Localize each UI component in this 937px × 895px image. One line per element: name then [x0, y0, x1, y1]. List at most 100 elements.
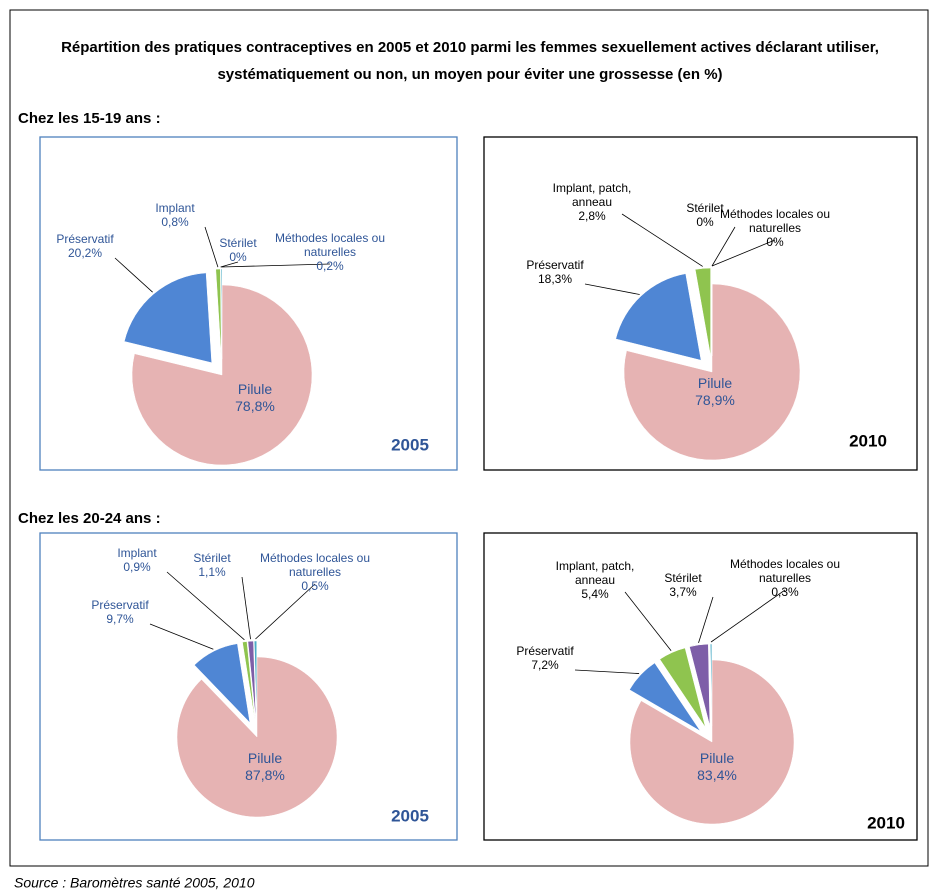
- label-box: Méthodes locales ou naturelles 0,3%: [725, 538, 845, 618]
- pie-slice: [131, 284, 313, 466]
- pie-slice: [215, 268, 222, 360]
- label-box: Stérilet 3,7%: [623, 545, 743, 625]
- leader-line: [149, 623, 214, 650]
- category-label: Préservatif: [526, 258, 584, 272]
- leader-line: [711, 239, 776, 267]
- label-box: Implant 0,9%: [77, 520, 197, 600]
- value-label: 18,3%: [537, 272, 573, 286]
- panel-frame: [483, 136, 918, 471]
- label-box: Méthodes locales ou naturelles 0%: [715, 188, 835, 268]
- pie-slice: [710, 643, 713, 727]
- value-label: 2,8%: [578, 209, 606, 223]
- value-label: 83,4%: [697, 767, 737, 783]
- value-label: 0,5%: [301, 579, 329, 593]
- leader-line: [711, 226, 736, 267]
- category-label: Stérilet: [664, 571, 702, 585]
- label-box: Stérilet 0%: [178, 210, 298, 290]
- panel-frame: [483, 532, 918, 841]
- pie-year: 2005: [391, 435, 429, 454]
- pie-year: 2010: [849, 431, 887, 450]
- pie-slice: [623, 283, 801, 461]
- value-label: 9,7%: [106, 612, 134, 626]
- value-label: 7,2%: [531, 658, 559, 672]
- pie-year: 2005: [391, 806, 429, 825]
- figure-title: Répartition des pratiques contraceptives…: [61, 39, 879, 83]
- value-label: 0%: [766, 235, 784, 249]
- category-label: Implant: [117, 546, 157, 560]
- category-label: Pilule: [247, 750, 283, 766]
- category-label: Préservatif: [56, 232, 114, 246]
- value-label: 0%: [229, 250, 247, 264]
- pie-slice: [629, 662, 701, 732]
- leader-line: [241, 576, 251, 640]
- source-note: Source : Baromètres santé 2005, 2010: [14, 875, 255, 891]
- outer-frame: [9, 9, 929, 867]
- label-box: Implant, patch, anneau 2,8%: [532, 162, 652, 242]
- value-label: 87,8%: [245, 767, 285, 783]
- category-label: Préservatif: [516, 644, 574, 658]
- value-label: 0,2%: [316, 259, 344, 273]
- value-label: 0,8%: [161, 215, 189, 229]
- pie-slice: [123, 272, 212, 364]
- label-box: Méthodes locales ou naturelles 0,5%: [255, 532, 375, 612]
- leader-line: [166, 571, 245, 641]
- label-box: Préservatif 7,2%: [485, 618, 605, 698]
- category-label: Pilule: [237, 381, 273, 397]
- label-box: Implant 0,8%: [115, 175, 235, 255]
- pie-slice: [194, 643, 251, 724]
- pie-slice: [659, 647, 706, 728]
- pie-slice: [247, 640, 257, 722]
- leader-line: [624, 591, 672, 651]
- section-heading: Chez les 15-19 ans :: [18, 110, 161, 127]
- value-label: 5,4%: [581, 587, 609, 601]
- category-label: Implant: [155, 201, 195, 215]
- leader-line: [221, 263, 331, 268]
- leader-line: [698, 596, 714, 644]
- category-label: Implant, patch, anneau: [552, 181, 632, 209]
- pie-slice: [242, 641, 256, 722]
- label-box: Stérilet 0%: [645, 175, 765, 255]
- pie-slice: [176, 656, 338, 818]
- label-box: Méthodes locales ou naturelles 0,2%: [270, 212, 390, 292]
- category-label: Préservatif: [91, 598, 149, 612]
- label-box: Pilule 78,8%: [195, 358, 315, 438]
- pie-year: 2010: [867, 813, 905, 832]
- leader-line: [204, 226, 219, 268]
- category-label: Stérilet: [193, 551, 231, 565]
- label-box: Stérilet 1,1%: [152, 525, 272, 605]
- category-label: Méthodes locales ou naturelles: [719, 207, 831, 235]
- label-box: Implant, patch, anneau 5,4%: [535, 540, 655, 620]
- value-label: 0,3%: [771, 585, 799, 599]
- category-label: Méthodes locales ou naturelles: [274, 231, 386, 259]
- category-label: Pilule: [697, 375, 733, 391]
- panel-frame: [39, 532, 458, 841]
- category-label: Méthodes locales ou naturelles: [729, 557, 841, 585]
- label-box: Préservatif 18,3%: [495, 232, 615, 312]
- leader-line: [710, 589, 786, 643]
- value-label: 78,8%: [235, 398, 275, 414]
- value-label: 20,2%: [67, 246, 103, 260]
- value-label: 1,1%: [198, 565, 226, 579]
- value-label: 3,7%: [669, 585, 697, 599]
- leader-line: [584, 283, 640, 295]
- value-label: 78,9%: [695, 392, 735, 408]
- pie-slice: [694, 267, 711, 357]
